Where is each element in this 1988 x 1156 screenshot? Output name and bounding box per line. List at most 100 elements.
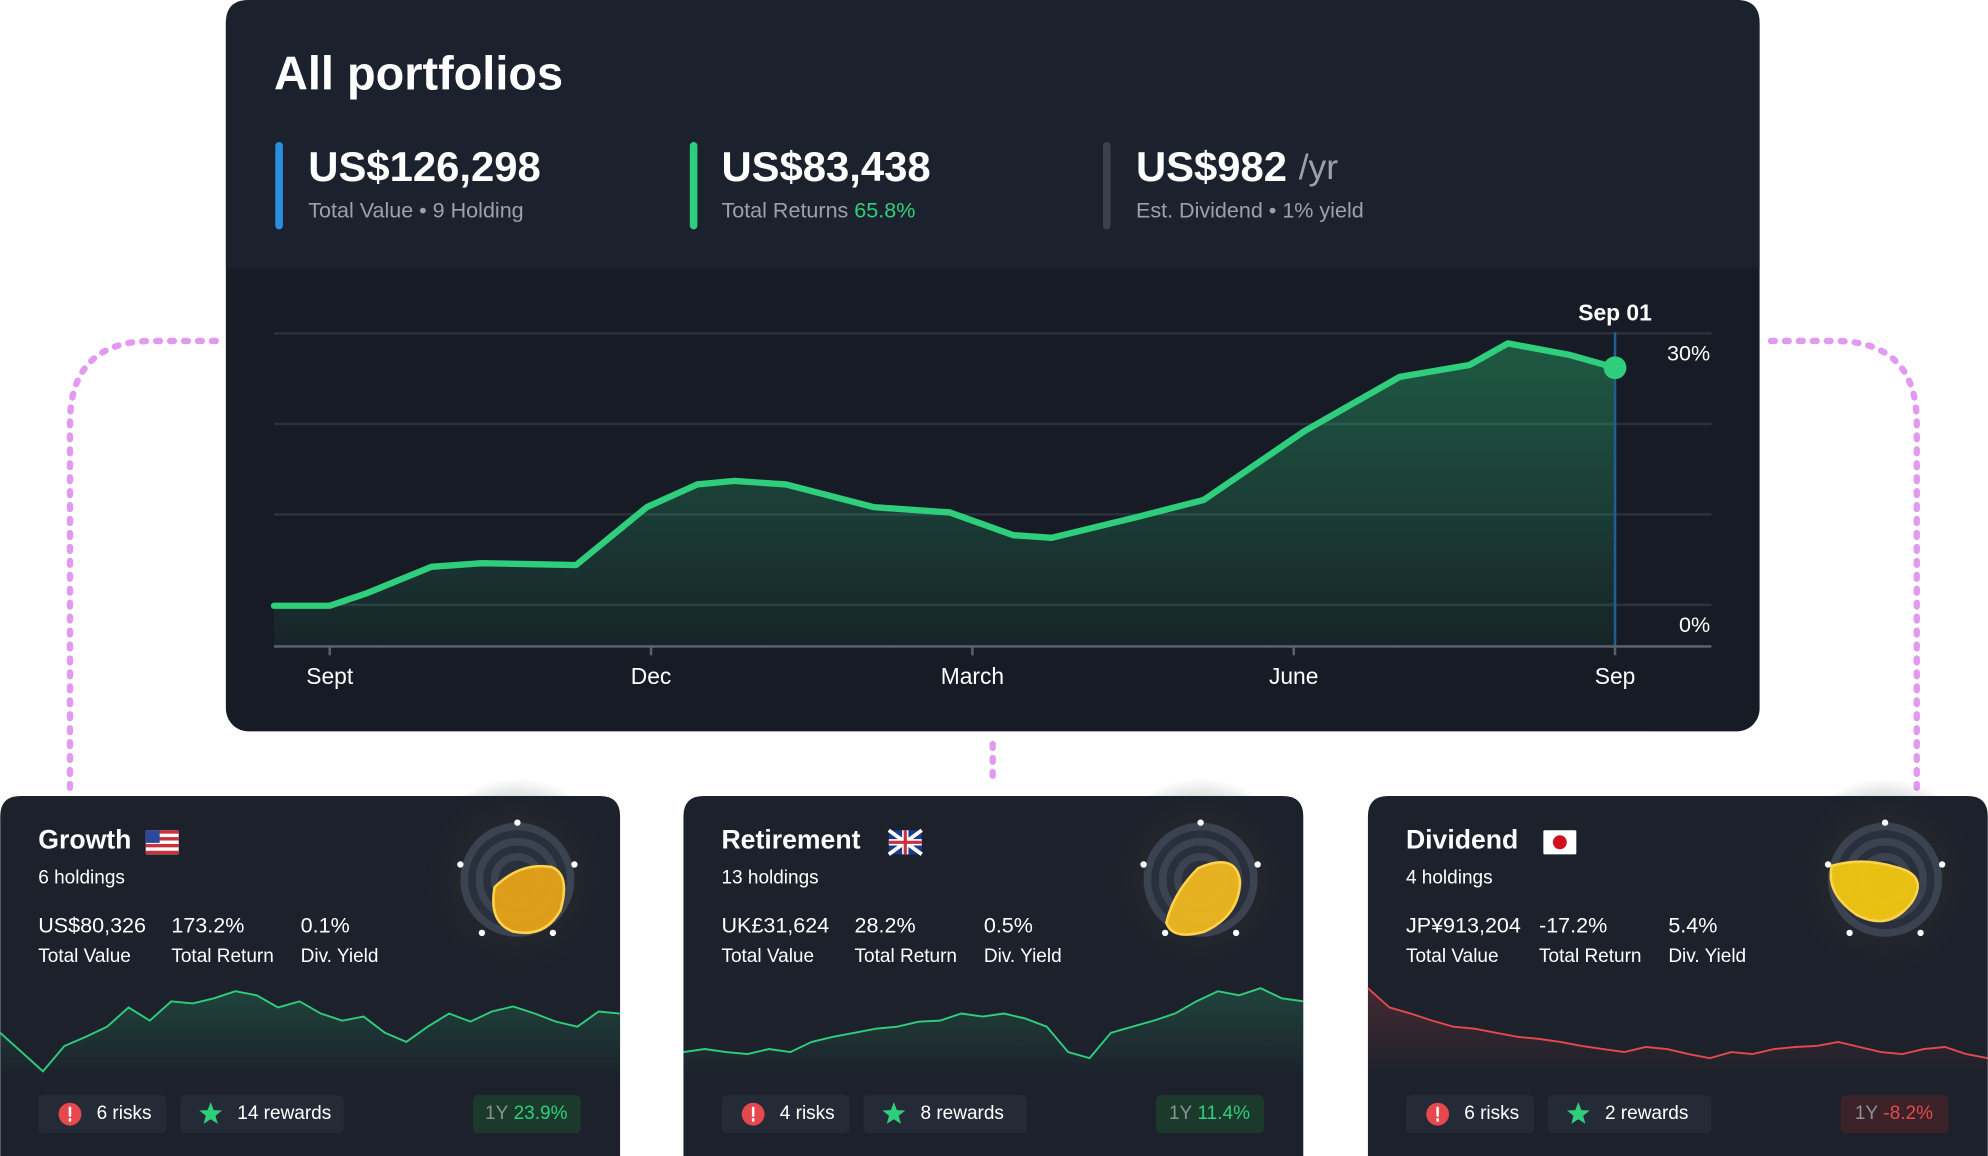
- metric-value: UK£31,624: [721, 913, 829, 937]
- radar-dot: [1140, 861, 1147, 868]
- flag-canton: [145, 830, 160, 843]
- stat-label: Total Returns: [721, 198, 848, 222]
- point: [1603, 356, 1627, 380]
- sparkline: [1367, 987, 1988, 1060]
- cards: Growth 6 holdings US$80,326 Total Value 173.…: [0, 778, 1988, 1156]
- metric-value: 28.2%: [855, 913, 916, 937]
- period-badge: [1156, 1095, 1264, 1134]
- radar-dot: [457, 861, 464, 868]
- radar-shape: [492, 864, 566, 934]
- period: 1Y: [1169, 1103, 1193, 1124]
- period: 1Y: [1855, 1103, 1879, 1124]
- rewards: 2 rewards: [1605, 1103, 1688, 1124]
- metric-value: 173.2%: [171, 913, 244, 937]
- x-tick-label: Sept: [306, 663, 354, 689]
- stat-label: Total Value • 9 Holding: [308, 198, 523, 222]
- x-tick-label: June: [1269, 663, 1318, 689]
- metric-value: JP¥913,204: [1406, 913, 1521, 937]
- rewards: 8 rewards: [920, 1103, 1003, 1124]
- portfolio-card: Growth 6 holdings US$80,326 Total Value 173.…: [0, 778, 621, 1156]
- metric-label: Total Value: [1406, 946, 1499, 967]
- reward-icon: [199, 1102, 223, 1124]
- metric-value: US$80,326: [38, 913, 146, 937]
- radar-shape: [1829, 860, 1919, 923]
- y-tick-label: 30%: [1667, 342, 1710, 366]
- radar-dot: [1232, 929, 1240, 937]
- radar-dot: [1846, 929, 1853, 937]
- radar-dot: [571, 861, 578, 868]
- metric-value: 0.1%: [301, 913, 350, 937]
- stat-label: Total Returns 65.8%: [721, 198, 915, 222]
- flag-stripe: [145, 843, 179, 848]
- metric-label: Total Return: [171, 946, 273, 967]
- period-badge-text: 1Y -8.2%: [1855, 1103, 1933, 1124]
- stat-value: US$83,438: [721, 143, 930, 190]
- reward-pill: [180, 1095, 344, 1134]
- radar-shape: [1165, 861, 1242, 936]
- metric-label: Total Return: [855, 946, 957, 967]
- x-tick-label: Dec: [631, 663, 672, 689]
- card-title: Retirement: [721, 825, 860, 855]
- period-badge: [473, 1095, 581, 1134]
- metric-value: 0.5%: [984, 913, 1033, 937]
- sparkline: [0, 990, 621, 1073]
- metric-value: -17.2%: [1539, 913, 1607, 937]
- sparkline-fill: [683, 988, 1304, 1078]
- radar-dot: [514, 819, 521, 826]
- rewards: 14 rewards: [237, 1103, 331, 1124]
- radar-dot: [1917, 929, 1924, 937]
- connector: [1767, 337, 1920, 800]
- radar-dot: [1254, 861, 1261, 868]
- radar-dot: [478, 929, 486, 937]
- radar-dot: [1197, 819, 1204, 826]
- flag-stripe: [145, 850, 179, 855]
- portfolio-card: Retirement 13 holdings UK£31,624 Total Valu…: [683, 778, 1304, 1156]
- period-badge-text: 1Y 11.4%: [1169, 1103, 1250, 1124]
- risks: 4 risks: [780, 1103, 835, 1124]
- period-return: -8.2%: [1883, 1103, 1933, 1124]
- reward-icon: [882, 1102, 906, 1124]
- radar-dot: [1938, 861, 1946, 868]
- metric-label: Div. Yield: [301, 946, 379, 967]
- stat-value: US$982: [1136, 143, 1287, 190]
- period-badge: [1840, 1095, 1949, 1134]
- stat-value: US$126,298: [308, 143, 540, 190]
- flag-stripe: [145, 837, 179, 841]
- holdings: 13 holdings: [721, 867, 818, 888]
- metric-label: Total Value: [38, 946, 131, 967]
- sparkline: [683, 987, 1304, 1060]
- metric-label: Total Value: [721, 946, 814, 967]
- stat-value: US$982 /yr: [1136, 143, 1338, 190]
- period-return: 23.9%: [514, 1103, 568, 1124]
- flag-stripe: [145, 830, 179, 834]
- x-tick-label: March: [941, 663, 1004, 689]
- area-fill: [274, 343, 1616, 647]
- radar-dot: [1824, 861, 1832, 868]
- card-title: Growth: [38, 825, 131, 855]
- stat-unit: /yr: [1299, 147, 1339, 187]
- stat-extra: 65.8%: [854, 198, 915, 222]
- period-return: 11.4%: [1198, 1103, 1251, 1124]
- title: All portfolios: [274, 48, 563, 100]
- flag-sun: [1552, 835, 1567, 850]
- annotation: Sep 01: [1578, 299, 1652, 325]
- chart: 0% 30% Sep 01 Sept Dec March June Sep: [270, 299, 1712, 689]
- card-title: Dividend: [1406, 825, 1518, 855]
- radar-dot: [1161, 929, 1169, 937]
- metric-label: Div. Yield: [984, 946, 1062, 967]
- metric-label: Div. Yield: [1668, 946, 1746, 967]
- reward-icon: [1566, 1102, 1590, 1124]
- y-tick-label: 0%: [1679, 613, 1710, 637]
- stat-label: Est. Dividend • 1% yield: [1136, 198, 1364, 222]
- line: [270, 340, 1619, 609]
- period-badge-text: 1Y 23.9%: [485, 1103, 568, 1124]
- radar-dot: [1881, 819, 1889, 826]
- sparkline-fill: [1367, 988, 1988, 1078]
- stat-bar: [275, 141, 283, 230]
- flag-cross: [888, 830, 922, 855]
- x-tick-label: Sep: [1595, 663, 1636, 689]
- period: 1Y: [485, 1103, 509, 1124]
- holdings: 4 holdings: [1406, 867, 1493, 888]
